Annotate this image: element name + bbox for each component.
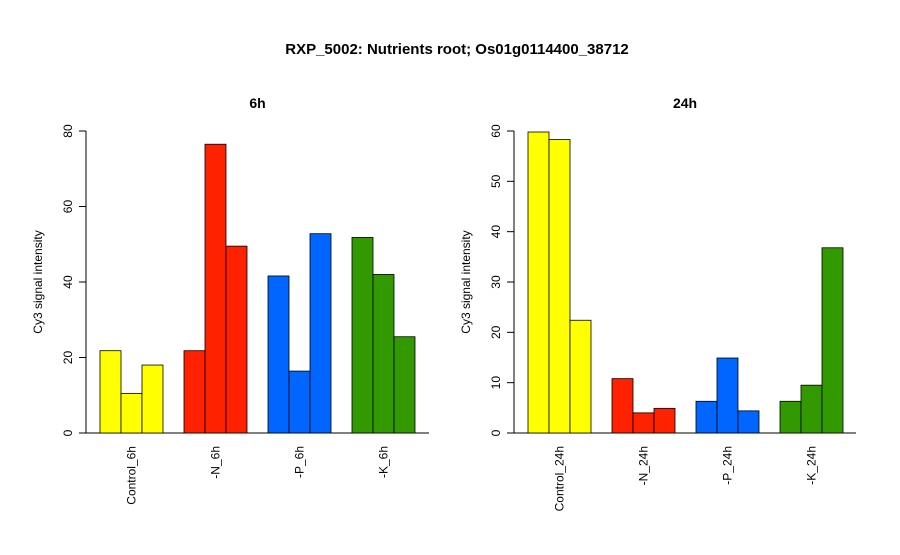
y-tick-label: 0 — [489, 429, 503, 436]
y-tick-label: 40 — [489, 225, 503, 239]
y-tick-label: 10 — [489, 376, 503, 390]
bar — [183, 350, 206, 434]
bar — [204, 143, 227, 434]
y-tick-label: 20 — [61, 351, 75, 365]
bar — [225, 245, 248, 434]
bar — [393, 336, 416, 434]
bar — [309, 233, 332, 434]
bar — [695, 400, 718, 434]
y-tick-label: 80 — [61, 124, 75, 138]
category-label: Control_6h — [125, 446, 139, 505]
bar — [779, 400, 802, 434]
y-axis-title: Cy3 signal intensity — [31, 230, 45, 333]
category-label: -N_6h — [209, 446, 223, 479]
panel-24h: 24h 0 10 20 30 40 50 60 Cy3 signal intensity Cont… — [459, 95, 856, 511]
bar — [737, 410, 760, 434]
y-tick-label: 40 — [61, 275, 75, 289]
bar — [821, 247, 844, 434]
bar — [716, 357, 739, 434]
bar — [372, 274, 395, 434]
bar — [288, 370, 311, 434]
bar — [99, 350, 122, 434]
bar — [548, 139, 571, 434]
category-label: -K_6h — [377, 446, 391, 478]
bar — [120, 392, 143, 434]
y-tick-label: 50 — [489, 174, 503, 188]
bar — [653, 407, 676, 434]
y-tick-label: 60 — [61, 200, 75, 214]
bar — [267, 275, 290, 434]
panel-6h: 6h 0 20 40 60 80 Cy3 signal intensity Control_6… — [31, 95, 429, 505]
y-tick-label: 30 — [489, 275, 503, 289]
bar — [141, 364, 164, 434]
bar — [351, 237, 374, 434]
category-label: -K_24h — [805, 446, 819, 485]
bar — [800, 384, 823, 434]
panel-title: 6h — [249, 95, 265, 111]
category-label: Control_24h — [553, 446, 567, 511]
bar — [632, 412, 655, 434]
bar — [569, 319, 592, 434]
bar — [611, 378, 634, 434]
figure-title: RXP_5002: Nutrients root; Os01g0114400_3… — [285, 41, 629, 58]
category-label: -P_24h — [721, 446, 735, 485]
panel-title: 24h — [673, 95, 697, 111]
y-axis-title: Cy3 signal intensity — [459, 230, 473, 333]
y-tick-label: 60 — [489, 124, 503, 138]
y-tick-label: 20 — [489, 325, 503, 339]
bar — [527, 131, 550, 434]
y-tick-label: 0 — [61, 429, 75, 436]
category-label: -N_24h — [637, 446, 651, 485]
category-label: -P_6h — [293, 446, 307, 478]
